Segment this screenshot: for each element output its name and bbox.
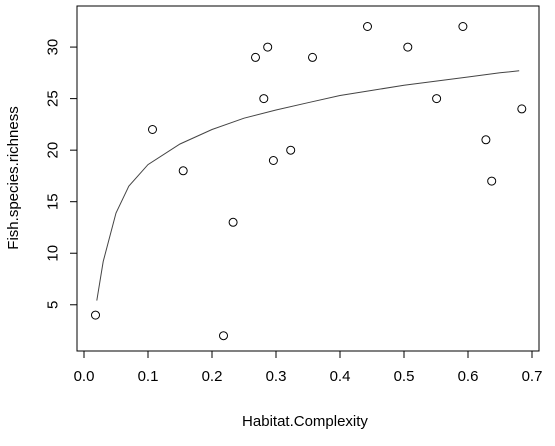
data-point [91,310,100,320]
x-tick-label: 0.5 [394,368,415,385]
data-points-layer [91,22,527,341]
data-point [178,166,188,176]
fitted-curve-layer [96,70,520,301]
data-point [219,331,228,341]
data-point [251,52,260,62]
y-axis: 5 10 15 20 25 30 [45,39,78,309]
x-tick-label: 0.2 [202,368,223,385]
data-point [432,94,442,104]
x-tick-label: 0.6 [458,368,479,385]
data-point [148,125,157,134]
y-tick-label: 20 [45,142,62,159]
data-point [308,52,317,62]
data-point [487,176,497,186]
x-tick-label: 0.4 [330,368,351,385]
y-tick-label: 25 [45,90,62,107]
data-point [268,156,278,165]
data-point [363,22,372,31]
x-axis-title: Habitat.Complexity [242,413,368,430]
y-tick-label: 15 [45,193,62,210]
x-tick-label: 0.0 [74,368,95,385]
y-tick-label: 30 [45,39,62,56]
y-axis-title: Fish.species.richness [5,106,22,249]
x-tick-label: 0.3 [266,368,287,385]
y-tick-label: 10 [45,245,62,262]
data-point [286,145,296,155]
data-point [259,94,269,104]
data-point [228,217,238,227]
x-tick-label: 0.1 [138,368,159,385]
data-point [481,135,491,145]
plot-frame [76,5,540,352]
data-point [263,42,273,52]
x-axis: 0.0 0.1 0.2 0.3 0.4 0.5 0.6 0.7 [74,350,543,385]
data-point [517,104,527,114]
fitted-curve [96,70,520,301]
x-tick-label: 0.7 [522,368,543,385]
data-point [458,22,468,31]
y-tick-label: 5 [45,301,62,309]
data-point [403,42,413,52]
